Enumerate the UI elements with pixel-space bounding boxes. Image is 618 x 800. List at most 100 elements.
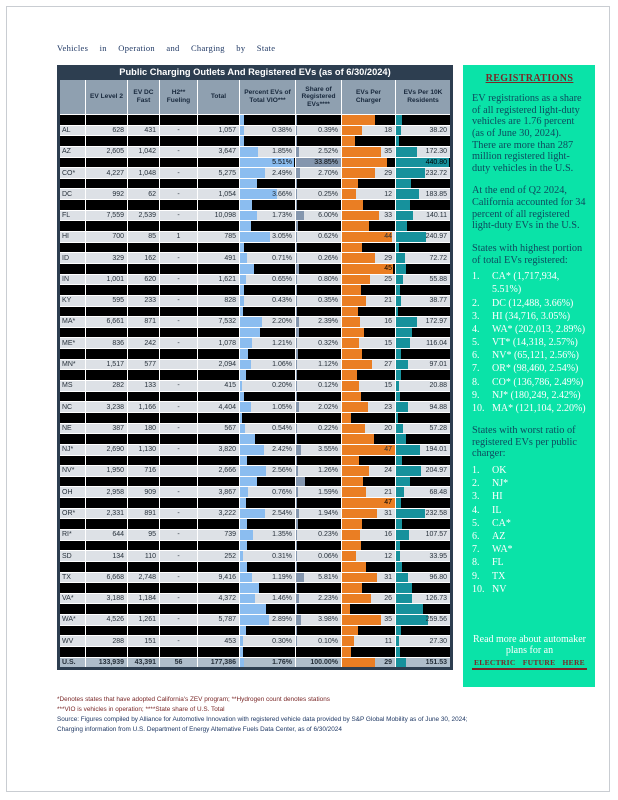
table-cell xyxy=(160,200,198,210)
bar-cell xyxy=(296,455,342,466)
bar-share xyxy=(296,561,298,572)
table-cell xyxy=(160,476,198,487)
bar-chg xyxy=(342,274,371,285)
table-cell: 387 xyxy=(86,423,128,434)
electric-future-link-here[interactable]: HERE xyxy=(562,657,585,667)
bar-cell xyxy=(396,136,450,146)
bar-chg xyxy=(342,136,356,146)
bar-cell: 0.71% xyxy=(240,253,296,263)
bar-cell xyxy=(240,647,296,657)
table-row-blacked xyxy=(60,411,450,423)
bar-pct xyxy=(240,285,245,295)
bar-cell: 2.20% xyxy=(240,317,296,327)
table-cell xyxy=(160,455,198,466)
bar-cell xyxy=(240,625,296,636)
table-cell xyxy=(60,221,86,232)
bar-cell xyxy=(342,285,396,295)
electric-future-link-future[interactable]: FUTURE xyxy=(522,657,556,667)
table-cell: 3,647 xyxy=(198,146,240,157)
bar-cell xyxy=(396,242,450,253)
table-row-blacked xyxy=(60,348,450,359)
bar-cell: 1.59% xyxy=(296,487,342,498)
table-cell xyxy=(86,583,128,593)
bar-chg xyxy=(342,232,392,242)
table-cell xyxy=(60,306,86,317)
table-cell: 5,787 xyxy=(198,615,240,625)
bar-share xyxy=(296,317,300,327)
bar-cell: 0.20% xyxy=(240,381,296,391)
bar-cell: 29 xyxy=(342,657,396,668)
bar-cell xyxy=(396,583,450,593)
table-row-blacked xyxy=(60,114,450,125)
bar-cell xyxy=(240,434,296,444)
bar-cell: 55.88 xyxy=(396,274,450,285)
bar-cell: 2.56% xyxy=(240,466,296,476)
table-cell: 2,748 xyxy=(128,572,160,583)
table-cell: 43,391 xyxy=(128,657,160,668)
table-cell xyxy=(128,604,160,615)
bar-chg xyxy=(342,200,364,210)
table-cell xyxy=(128,200,160,210)
table-header-row: EV Level 2 EV DC Fast H2** Fueling Total Per… xyxy=(60,80,450,114)
table-cell: 3,820 xyxy=(198,444,240,455)
table-cell: NE xyxy=(60,423,86,434)
table-cell xyxy=(198,136,240,146)
bar-p10k xyxy=(396,615,428,625)
bar-p10k xyxy=(396,178,412,189)
table-cell: 1,261 xyxy=(128,615,160,625)
bar-cell: 0.80% xyxy=(296,274,342,285)
bar-pct xyxy=(240,498,246,508)
bar-p10k xyxy=(396,391,400,402)
table-cell xyxy=(60,242,86,253)
table-cell xyxy=(160,498,198,508)
bar-chg xyxy=(342,359,373,370)
bar-p10k xyxy=(396,381,399,391)
bar-pct xyxy=(240,115,244,125)
table-cell: - xyxy=(160,615,198,625)
bar-cell xyxy=(396,285,450,295)
table-cell: 1,517 xyxy=(86,359,128,370)
bar-chg xyxy=(342,189,356,200)
bar-chg xyxy=(342,412,351,423)
table-cell: 491 xyxy=(198,253,240,263)
bar-cell xyxy=(396,306,450,317)
table-row-blacked: 5.51% 33.85% 440.80 xyxy=(60,156,450,168)
table-body: AL 628 431-1,057 0.38% 0.39% 18 38.20 AZ 2,605 1,… xyxy=(60,114,450,668)
bar-cell: 1.06% xyxy=(240,359,296,370)
table-row-nv: NV* 1,950 716 2,666 2.56% 1.26% 24 204.97 xyxy=(60,465,450,476)
bar-cell: 0.12% xyxy=(296,381,342,391)
table-cell: 2,605 xyxy=(86,146,128,157)
table-cell xyxy=(86,242,128,253)
electric-future-link-electric[interactable]: ELECTRIC xyxy=(474,657,516,667)
bar-share xyxy=(296,519,299,529)
bar-p10k xyxy=(396,647,400,657)
table-cell xyxy=(60,519,86,529)
worst-ratio-item: 2. NJ* xyxy=(472,478,509,490)
bar-cell: 0.23% xyxy=(296,529,342,540)
table-cell: NJ* xyxy=(60,444,86,455)
bar-chg xyxy=(342,455,359,466)
table-cell xyxy=(60,498,86,508)
bar-cell xyxy=(240,455,296,466)
table-cell xyxy=(86,391,128,402)
bar-cell: 12 xyxy=(342,189,396,200)
table-cell xyxy=(128,221,160,232)
table-cell xyxy=(86,200,128,210)
bar-chg xyxy=(342,604,350,615)
table-cell xyxy=(198,583,240,593)
bar-chg xyxy=(342,178,358,189)
bar-chg xyxy=(342,519,363,529)
bar-cell: 1.35% xyxy=(240,529,296,540)
table-cell xyxy=(86,412,128,423)
bar-cell: 183.85 xyxy=(396,189,450,200)
bar-chg xyxy=(342,540,361,551)
bar-share xyxy=(296,370,297,381)
table-cell xyxy=(60,391,86,402)
table-cell xyxy=(198,157,240,168)
table-cell xyxy=(128,412,160,423)
bar-cell: 0.25% xyxy=(296,189,342,200)
table-cell: 567 xyxy=(198,423,240,434)
worst-ratio-item: 3. HI xyxy=(472,491,503,503)
bar-cell xyxy=(296,242,342,253)
table-cell xyxy=(86,561,128,572)
